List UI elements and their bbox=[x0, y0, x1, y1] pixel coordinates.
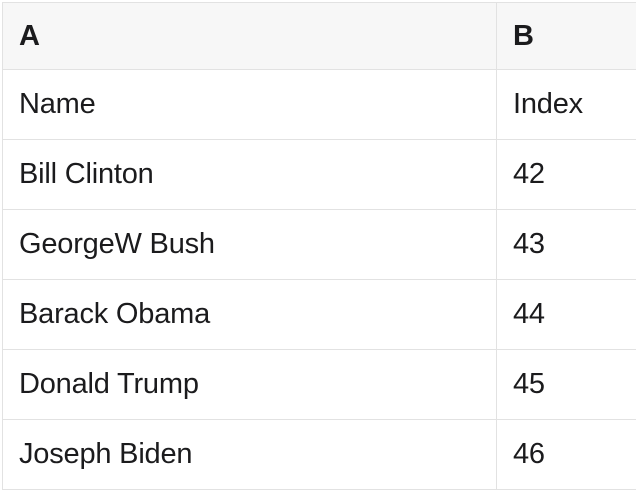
cell-b-row1[interactable]: 42 bbox=[497, 140, 636, 210]
cell-a-row2[interactable]: GeorgeW Bush bbox=[3, 210, 497, 280]
column-header-b[interactable]: B bbox=[497, 3, 636, 70]
cell-b-row2[interactable]: 43 bbox=[497, 210, 636, 280]
cell-a-row3[interactable]: Barack Obama bbox=[3, 280, 497, 350]
cell-b-row5[interactable]: 46 bbox=[497, 420, 636, 490]
cell-a-row1[interactable]: Bill Clinton bbox=[3, 140, 497, 210]
cell-b-row4[interactable]: 45 bbox=[497, 350, 636, 420]
column-header-row: A B bbox=[3, 3, 636, 70]
cell-a-row4[interactable]: Donald Trump bbox=[3, 350, 497, 420]
cell-b-row3[interactable]: 44 bbox=[497, 280, 636, 350]
column-header-a[interactable]: A bbox=[3, 3, 497, 70]
cell-a-row5[interactable]: Joseph Biden bbox=[3, 420, 497, 490]
cell-b-row0[interactable]: Index bbox=[497, 70, 636, 140]
cell-a-row0[interactable]: Name bbox=[3, 70, 497, 140]
